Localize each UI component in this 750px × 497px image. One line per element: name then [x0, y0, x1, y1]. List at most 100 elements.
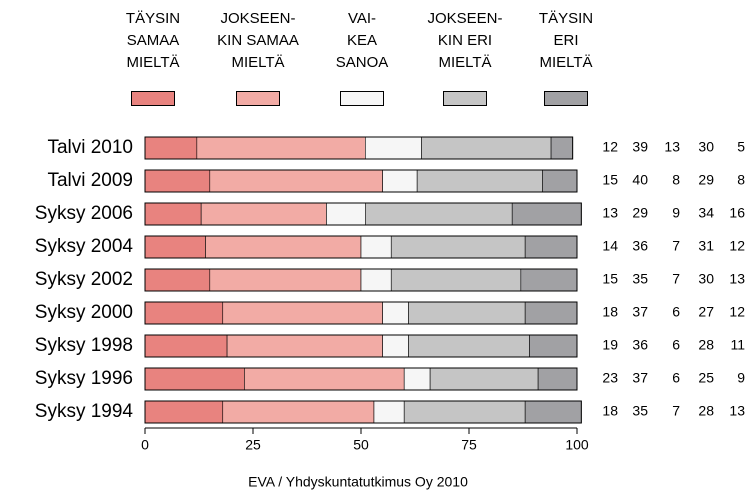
- value-label: 37: [632, 370, 648, 386]
- y-tick-label: Syksy 2000: [35, 302, 133, 323]
- bar-segment: [537, 367, 578, 391]
- bar-segment: [196, 136, 366, 160]
- value-label: 29: [698, 172, 714, 188]
- value-label: 18: [602, 403, 618, 419]
- value-label: 19: [602, 337, 618, 353]
- legend-label: TÄYSIN ERI MIELTÄ: [538, 10, 594, 71]
- value-label: 13: [729, 403, 745, 419]
- bar-segment: [390, 268, 522, 292]
- value-label: 6: [672, 370, 680, 386]
- value-label: 15: [602, 271, 618, 287]
- y-tick-label: Syksy 1996: [35, 368, 133, 389]
- value-label: 29: [632, 205, 648, 221]
- bar-segment: [360, 268, 392, 292]
- value-label: 6: [672, 304, 680, 320]
- legend-label: JOKSEEN- KIN SAMAA MIELTÄ: [217, 10, 299, 71]
- bar-segment: [416, 169, 543, 193]
- value-label: 18: [602, 304, 618, 320]
- value-label: 6: [672, 337, 680, 353]
- value-label: 34: [698, 205, 714, 221]
- legend-swatch: [544, 91, 588, 106]
- legend-swatch: [340, 91, 384, 106]
- bar-outline: [144, 169, 578, 193]
- value-label: 9: [737, 370, 745, 386]
- bar-segment: [200, 202, 327, 226]
- bar-segment: [542, 169, 578, 193]
- value-label: 12: [729, 304, 745, 320]
- legend-label: VAI- KEA SANOA: [335, 10, 389, 71]
- bar-segment: [520, 268, 578, 292]
- value-label: 8: [737, 172, 745, 188]
- bar-segment: [365, 202, 513, 226]
- bar-segment: [382, 301, 409, 325]
- y-tick-label: Syksy 1994: [35, 401, 134, 422]
- value-label: 28: [698, 403, 714, 419]
- y-tick-label: Syksy 1998: [35, 335, 133, 356]
- bar-segment: [403, 367, 431, 391]
- value-label: 7: [672, 403, 680, 419]
- value-label: 16: [729, 205, 745, 221]
- x-tick-label: 100: [565, 437, 589, 453]
- y-tick-label: Syksy 2002: [35, 269, 133, 290]
- bar-segment: [222, 400, 375, 424]
- bar-segment: [429, 367, 539, 391]
- bar-outline: [144, 136, 574, 160]
- bar-segment: [524, 400, 582, 424]
- value-label: 13: [602, 205, 618, 221]
- bar-segment: [529, 334, 578, 358]
- y-tick-label: Talvi 2010: [47, 137, 133, 158]
- bar-segment: [205, 235, 362, 259]
- x-tick-label: 75: [461, 437, 477, 453]
- value-label: 7: [672, 238, 680, 254]
- value-label: 31: [698, 238, 714, 254]
- value-label: 8: [672, 172, 680, 188]
- source: EVA / Yhdyskuntatutkimus Oy 2010: [248, 474, 468, 490]
- value-label: 12: [729, 238, 745, 254]
- bar-segment: [524, 301, 578, 325]
- bar-segment: [144, 367, 245, 391]
- bar-segment: [244, 367, 405, 391]
- bar-outline: [144, 334, 578, 358]
- bar-segment: [226, 334, 383, 358]
- bar-segment: [144, 235, 206, 259]
- bar-segment: [144, 136, 198, 160]
- bar-segment: [403, 400, 526, 424]
- value-label: 11: [730, 337, 745, 353]
- bar-outline: [144, 400, 582, 424]
- bar-segment: [550, 136, 573, 160]
- value-label: 14: [602, 238, 618, 254]
- bar-segment: [408, 301, 526, 325]
- bar-segment: [365, 136, 422, 160]
- value-label: 13: [664, 139, 680, 155]
- bar-segment: [326, 202, 366, 226]
- bar-segment: [222, 301, 383, 325]
- bar-outline: [144, 301, 578, 325]
- bar-segment: [209, 169, 383, 193]
- value-label: 40: [632, 172, 648, 188]
- bar-segment: [144, 400, 224, 424]
- bar-outline: [144, 367, 578, 391]
- bar-segment: [144, 169, 211, 193]
- legend-swatch: [131, 91, 175, 106]
- bar-segment: [511, 202, 582, 226]
- bar-segment: [209, 268, 362, 292]
- value-label: 30: [698, 139, 714, 155]
- value-label: 35: [632, 271, 648, 287]
- bar-outline: [144, 202, 582, 226]
- value-label: 15: [602, 172, 618, 188]
- bar-segment: [144, 268, 211, 292]
- value-label: 36: [632, 238, 648, 254]
- x-tick-label: 50: [353, 437, 369, 453]
- value-label: 37: [632, 304, 648, 320]
- value-label: 27: [698, 304, 714, 320]
- bar-segment: [382, 169, 418, 193]
- value-label: 23: [602, 370, 618, 386]
- bar-segment: [382, 334, 409, 358]
- value-label: 28: [698, 337, 714, 353]
- x-tick-label: 25: [245, 437, 261, 453]
- value-label: 9: [672, 205, 680, 221]
- value-label: 36: [632, 337, 648, 353]
- value-label: 13: [729, 271, 745, 287]
